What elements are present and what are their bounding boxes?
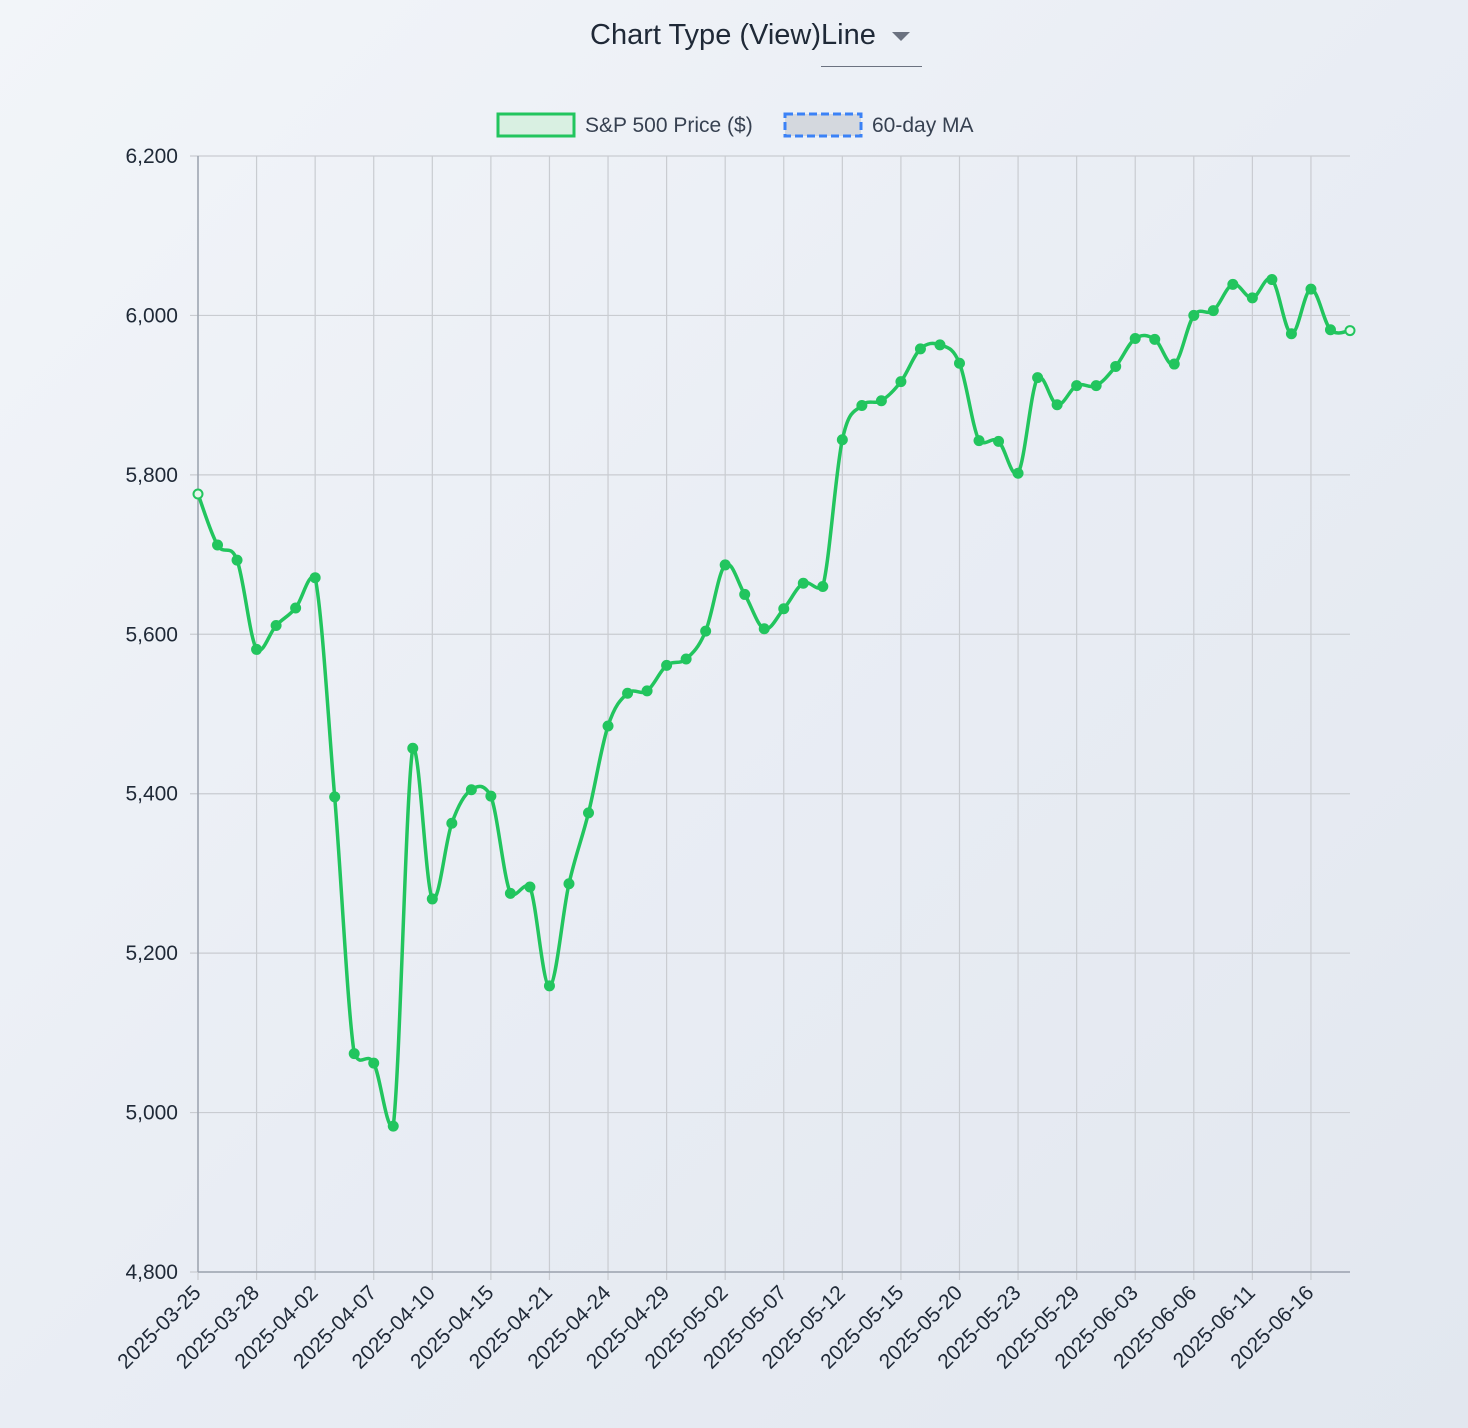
- data-point[interactable]: [1131, 334, 1140, 343]
- axes: [198, 156, 1350, 1272]
- legend-label-ma: 60-day MA: [872, 114, 974, 137]
- data-point[interactable]: [1326, 325, 1335, 334]
- data-point[interactable]: [643, 686, 652, 695]
- y-tick-label: 5,600: [125, 623, 178, 646]
- legend: S&P 500 Price ($) 60-day MA: [498, 114, 974, 137]
- y-tick-label: 6,000: [125, 304, 178, 327]
- legend-swatch-price: [498, 114, 574, 136]
- data-point[interactable]: [682, 654, 691, 663]
- data-point[interactable]: [994, 437, 1003, 446]
- y-tick-label: 4,800: [125, 1261, 178, 1284]
- data-point[interactable]: [799, 579, 808, 588]
- data-point[interactable]: [330, 792, 339, 801]
- data-point[interactable]: [1346, 326, 1355, 335]
- data-point[interactable]: [896, 377, 905, 386]
- data-point[interactable]: [916, 344, 925, 353]
- data-point[interactable]: [194, 489, 203, 498]
- data-point[interactable]: [1287, 329, 1296, 338]
- y-tick-label: 5,000: [125, 1102, 178, 1125]
- data-point[interactable]: [779, 604, 788, 613]
- data-point[interactable]: [272, 621, 281, 630]
- data-point[interactable]: [877, 396, 886, 405]
- data-point[interactable]: [233, 556, 242, 565]
- data-point[interactable]: [447, 819, 456, 828]
- data-point[interactable]: [369, 1059, 378, 1068]
- data-point[interactable]: [1170, 360, 1179, 369]
- data-point[interactable]: [623, 689, 632, 698]
- data-point[interactable]: [252, 645, 261, 654]
- data-point[interactable]: [1228, 280, 1237, 289]
- data-point[interactable]: [604, 721, 613, 730]
- data-point[interactable]: [1072, 381, 1081, 390]
- y-gridlines: [190, 156, 1350, 1272]
- data-point[interactable]: [1111, 362, 1120, 371]
- data-point[interactable]: [935, 340, 944, 349]
- x-gridlines: [198, 156, 1311, 1280]
- data-point[interactable]: [1092, 381, 1101, 390]
- y-tick-label: 5,200: [125, 942, 178, 965]
- data-point[interactable]: [311, 573, 320, 582]
- data-point[interactable]: [389, 1122, 398, 1131]
- data-point[interactable]: [838, 435, 847, 444]
- data-point[interactable]: [1267, 275, 1276, 284]
- data-point[interactable]: [584, 808, 593, 817]
- data-point[interactable]: [975, 436, 984, 445]
- data-point[interactable]: [1248, 293, 1257, 302]
- legend-item-ma[interactable]: 60-day MA: [785, 114, 974, 137]
- series-line-price: [198, 279, 1350, 1127]
- y-tick-label: 5,400: [125, 783, 178, 806]
- data-point[interactable]: [1189, 311, 1198, 320]
- data-point[interactable]: [213, 541, 222, 550]
- data-point[interactable]: [760, 624, 769, 633]
- legend-label-price: S&P 500 Price ($): [585, 114, 753, 137]
- legend-item-price[interactable]: S&P 500 Price ($): [498, 114, 753, 137]
- y-tick-label: 5,800: [125, 464, 178, 487]
- data-point[interactable]: [291, 603, 300, 612]
- y-tick-labels: 4,800 5,000 5,200 5,400 5,600 5,800 6,000 6,200: [125, 145, 178, 1284]
- data-point[interactable]: [350, 1049, 359, 1058]
- data-point[interactable]: [1209, 306, 1218, 315]
- legend-swatch-ma: [785, 114, 861, 136]
- data-point[interactable]: [701, 627, 710, 636]
- data-point[interactable]: [1014, 469, 1023, 478]
- y-tick-label: 6,200: [125, 145, 178, 168]
- data-point[interactable]: [408, 744, 417, 753]
- data-point[interactable]: [1150, 335, 1159, 344]
- data-point[interactable]: [545, 981, 554, 990]
- series-layer: [194, 275, 1355, 1131]
- data-point[interactable]: [506, 889, 515, 898]
- data-point[interactable]: [525, 882, 534, 891]
- data-point[interactable]: [467, 785, 476, 794]
- data-point[interactable]: [721, 560, 730, 569]
- data-point[interactable]: [1306, 285, 1315, 294]
- data-point[interactable]: [662, 661, 671, 670]
- data-point[interactable]: [740, 590, 749, 599]
- data-point[interactable]: [564, 879, 573, 888]
- data-point[interactable]: [1053, 400, 1062, 409]
- x-tick-labels: 2025-03-252025-03-282025-04-022025-04-07…: [113, 1281, 1318, 1373]
- data-point[interactable]: [486, 792, 495, 801]
- data-point[interactable]: [818, 582, 827, 591]
- data-point[interactable]: [857, 401, 866, 410]
- data-point[interactable]: [955, 359, 964, 368]
- data-point[interactable]: [1033, 373, 1042, 382]
- data-point[interactable]: [428, 894, 437, 903]
